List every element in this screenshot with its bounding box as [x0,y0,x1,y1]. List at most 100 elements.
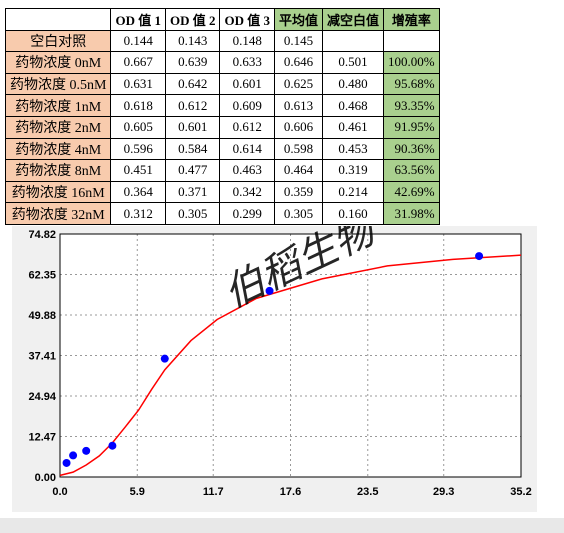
x-tick-label: 0.0 [52,486,67,498]
table-cell: 平均值 [273,8,324,31]
table-cell: 0.144 [110,29,166,53]
table-cell: 0.319 [322,159,385,182]
table-row: 空白对照 0.144 0.143 0.148 0.145 [4,29,440,53]
table-cell: 0.605 [110,115,166,139]
table-cell: OD 值 3 [219,8,275,31]
table-cell: 0.305 [164,202,221,225]
table-row: 药物浓度 8nM 0.451 0.477 0.463 0.464 0.319 63.56% [4,159,440,182]
table-cell: 0.477 [164,159,221,182]
table-cell: 0.461 [322,115,385,139]
table-cell [383,29,440,53]
table-cell: 0.639 [164,51,221,74]
data-table: OD 值 1 OD 值 2 OD 值 3 平均值 减空白值 增殖率 空白对照 0.144 0.1… [4,8,440,225]
table-cell: 0.143 [164,29,221,53]
table-cell: 0.214 [322,180,385,204]
table-cell: 0.305 [273,202,324,225]
table-cell: 0.612 [219,115,275,139]
table-cell: 0.501 [322,51,385,74]
table-cell: 0.596 [110,137,166,161]
table-cell: 0.642 [164,72,221,96]
table-cell: 31.98% [383,202,440,225]
table-cell: 42.69% [383,180,440,204]
table-cell: 0.145 [273,29,324,53]
table-cell: 药物浓度 16nM [4,180,112,204]
table-cell: 0.451 [110,159,166,182]
table-cell: 药物浓度 0.5nM [4,72,112,96]
y-tick-label: 62.35 [28,270,56,282]
table-cell: 0.299 [219,202,275,225]
table-cell: 药物浓度 0nM [4,51,112,74]
table-cell: 0.601 [219,72,275,96]
table-cell [322,29,385,53]
data-point [62,458,71,467]
table-cell: 0.364 [110,180,166,204]
table-cell: 0.464 [273,159,324,182]
y-tick-label: 24.94 [28,391,56,403]
table-row: 药物浓度 0.5nM 0.631 0.642 0.601 0.625 0.480 95.68… [4,72,440,96]
table-cell: 减空白值 [322,8,385,31]
data-point [82,446,91,455]
x-tick-label: 5.9 [130,486,145,498]
y-tick-label: 37.41 [28,351,56,363]
table-cell [4,8,112,31]
x-tick-label: 29.3 [433,486,454,498]
table-cell: 0.618 [110,94,166,117]
table-cell: 0.601 [164,115,221,139]
bottom-bar [0,518,564,533]
table-cell: 药物浓度 8nM [4,159,112,182]
x-tick-label: 23.5 [357,486,378,498]
table-cell: 药物浓度 1nM [4,94,112,117]
table-row: 药物浓度 1nM 0.618 0.612 0.609 0.613 0.468 93.35% [4,94,440,117]
table-cell: 0.625 [273,72,324,96]
table-cell: 0.312 [110,202,166,225]
table-row: 药物浓度 32nM 0.312 0.305 0.299 0.305 0.160 31.98% [4,202,440,225]
y-tick-label: 49.88 [28,310,56,322]
data-point [108,441,117,450]
table-cell: 0.371 [164,180,221,204]
header-row: OD 值 1 OD 值 2 OD 值 3 平均值 减空白值 增殖率 [4,8,440,31]
table-row: 药物浓度 4nM 0.596 0.584 0.614 0.598 0.453 90.36% [4,137,440,161]
table-row: 药物浓度 0nM 0.667 0.639 0.633 0.646 0.501 100.00% [4,51,440,74]
table-cell: 0.646 [273,51,324,74]
table-cell: 93.35% [383,94,440,117]
chart-panel: 0.00 12.47 24.94 37.41 49.88 62.35 74.82 0.0 5.9… [12,207,537,517]
table-row: 药物浓度 2nM 0.605 0.601 0.612 0.606 0.461 91.95% [4,115,440,139]
table-cell: 增殖率 [383,8,440,31]
table-cell: 91.95% [383,115,440,139]
table-cell: OD 值 1 [110,8,166,31]
fit-curve [59,254,522,477]
table-cell: 0.598 [273,137,324,161]
table-cell: 0.584 [164,137,221,161]
table-cell: 0.609 [219,94,275,117]
plot-border [59,233,522,478]
table-cell: 0.606 [273,115,324,139]
data-point [475,252,484,261]
table-cell: OD 值 2 [164,8,221,31]
table-row: 药物浓度 16nM 0.364 0.371 0.342 0.359 0.214 42.69% [4,180,440,204]
table-cell: 0.453 [322,137,385,161]
y-tick-label: 74.82 [28,229,56,241]
data-point [265,286,274,295]
x-tick-label: 35.2 [510,486,531,498]
table-cell: 100.00% [383,51,440,74]
table-cell: 药物浓度 2nM [4,115,112,139]
table-cell: 0.342 [219,180,275,204]
table-cell: 0.160 [322,202,385,225]
data-point [160,354,169,363]
table-cell: 0.480 [322,72,385,96]
table-cell: 95.68% [383,72,440,96]
y-tick-label: 0.00 [35,472,56,484]
table-cell: 63.56% [383,159,440,182]
table-cell: 0.613 [273,94,324,117]
table-cell: 0.463 [219,159,275,182]
table-cell: 0.612 [164,94,221,117]
chart: 0.00 12.47 24.94 37.41 49.88 62.35 74.82 0.0 5.9… [12,207,537,512]
table-cell: 0.614 [219,137,275,161]
table-cell: 0.631 [110,72,166,96]
table-cell: 0.633 [219,51,275,74]
table-cell: 0.148 [219,29,275,53]
x-tick-label: 11.7 [203,486,224,498]
table-cell: 90.36% [383,137,440,161]
table-cell: 0.468 [322,94,385,117]
